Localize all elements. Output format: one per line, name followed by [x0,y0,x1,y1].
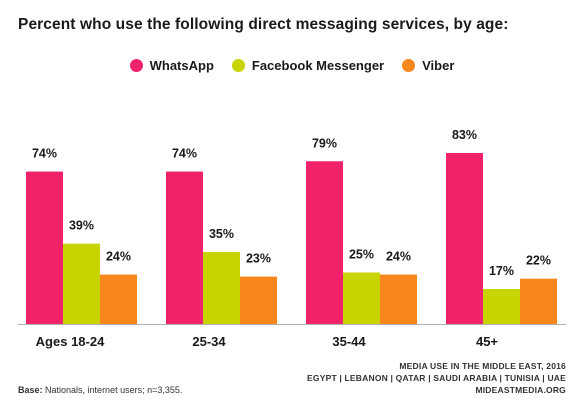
value-label-viber-3: 24% [386,250,411,264]
bar-messenger-2 [203,251,240,324]
value-label-viber-1: 24% [106,250,131,264]
category-label-3: 35-44 [332,334,366,349]
value-label-whatsapp-3: 79% [312,136,337,150]
bar-messenger-3 [343,272,380,324]
legend-swatch-whatsapp [129,59,143,72]
bar-messenger-4 [483,288,520,324]
value-label-messenger-4: 17% [489,264,514,278]
legend: WhatsApp Facebook Messenger Viber [0,58,584,73]
legend-item-whatsapp: WhatsApp [129,58,214,73]
source-line-1: MEDIA USE IN THE MIDDLE EAST, 2016 [399,361,566,371]
legend-label-viber: Viber [422,58,455,73]
bar-whatsapp-4 [446,153,483,324]
value-label-viber-2: 23% [246,252,271,266]
bar-viber-1 [100,274,137,324]
category-label-2: 25-34 [192,334,226,349]
legend-item-viber: Viber [402,58,454,73]
bar-viber-2 [240,276,277,324]
value-label-messenger-3: 25% [349,248,374,262]
category-label-1: Ages 18-24 [36,334,105,349]
footer-base-label: Base: [18,385,43,395]
legend-swatch-viber [402,59,416,72]
value-label-messenger-2: 35% [209,227,234,241]
legend-label-messenger: Facebook Messenger [251,58,385,73]
source-line-3: MIDEASTMEDIA.ORG [475,385,566,395]
value-label-whatsapp-1: 74% [32,147,57,161]
source-credit: MEDIA USE IN THE MIDDLE EAST, 2016 EGYPT… [307,360,566,396]
value-label-whatsapp-4: 83% [452,128,477,142]
value-label-whatsapp-2: 74% [172,147,197,161]
value-label-viber-4: 22% [526,254,551,268]
bar-whatsapp-2 [166,171,203,324]
footer-base-note: Base: Nationals, internet users; n=3,355… [18,385,182,395]
legend-swatch-messenger [231,59,245,72]
bar-whatsapp-1 [26,171,63,324]
category-label-4: 45+ [476,334,498,349]
source-line-2: EGYPT | LEBANON | QATAR | SAUDI ARABIA |… [307,373,566,383]
bar-viber-4 [520,278,557,324]
bar-messenger-1 [63,243,100,324]
value-label-messenger-1: 39% [69,219,94,233]
chart-title: Percent who use the following direct mes… [18,16,509,33]
bar-whatsapp-3 [306,161,343,324]
legend-item-messenger: Facebook Messenger [231,58,385,73]
footer-base-text: Nationals, internet users; n=3,355. [45,385,183,395]
legend-label-whatsapp: WhatsApp [149,58,214,73]
bar-viber-3 [380,274,417,324]
